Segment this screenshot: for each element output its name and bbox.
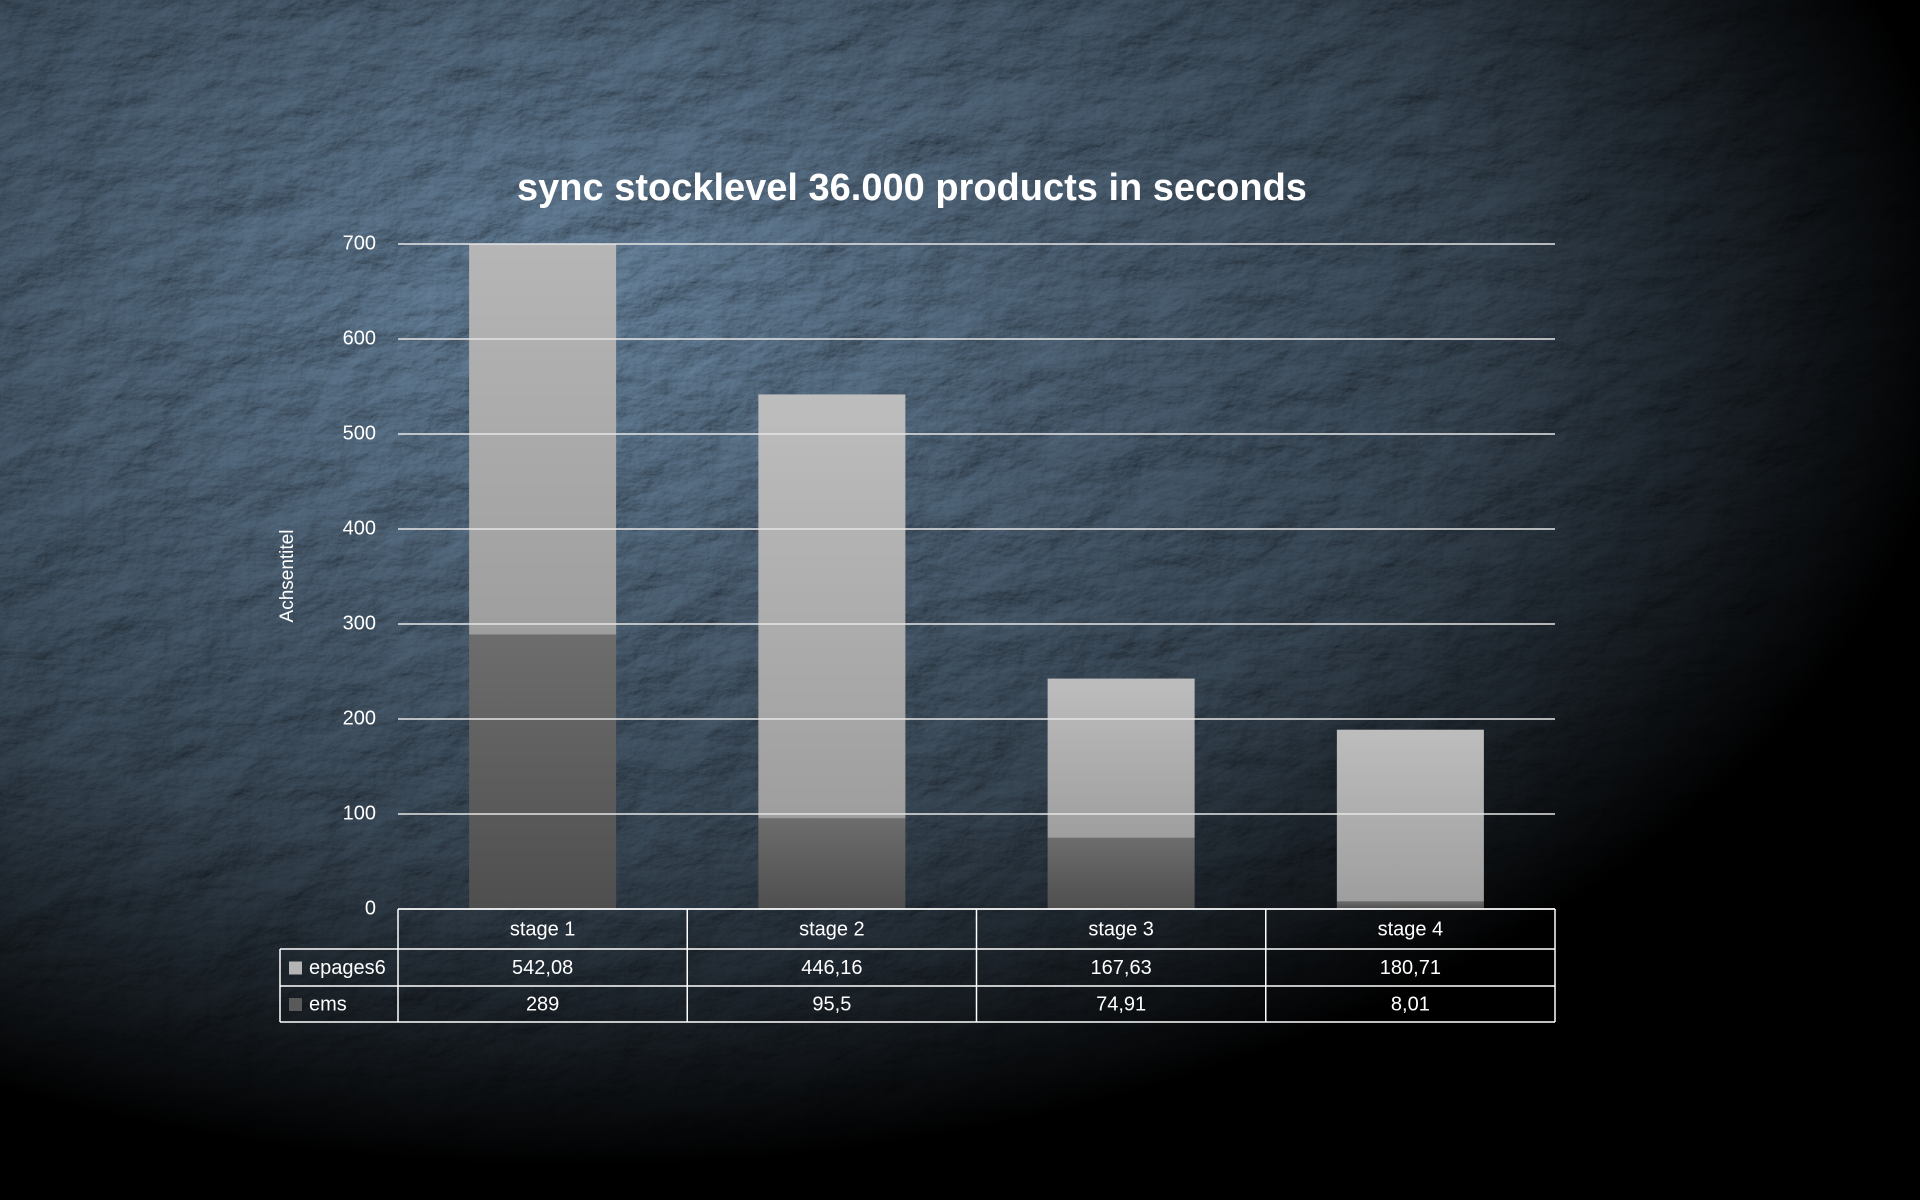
y-tick-label: 500 bbox=[343, 422, 376, 444]
table-value: 8,01 bbox=[1391, 993, 1430, 1015]
y-tick-label: 400 bbox=[343, 517, 376, 539]
x-tick-label: stage 3 bbox=[1088, 918, 1154, 940]
legend-label: ems bbox=[309, 993, 347, 1015]
y-tick-label: 0 bbox=[365, 897, 376, 919]
y-tick-label: 300 bbox=[343, 612, 376, 634]
bar-shade bbox=[469, 244, 617, 635]
y-tick-label: 100 bbox=[343, 802, 376, 824]
plot-area bbox=[469, 244, 1484, 909]
legend-swatch bbox=[289, 998, 302, 1011]
legend-swatch bbox=[289, 961, 302, 975]
bar-shade bbox=[1047, 678, 1195, 838]
y-tick-label: 200 bbox=[343, 707, 376, 729]
table-value: 167,63 bbox=[1091, 957, 1152, 979]
x-tick-label: stage 2 bbox=[799, 918, 865, 940]
x-tick-label: stage 1 bbox=[510, 918, 576, 940]
legend-label: epages6 bbox=[309, 957, 386, 979]
y-tick-label: 700 bbox=[343, 232, 376, 254]
table-value: 74,91 bbox=[1096, 993, 1146, 1015]
bar-shade bbox=[1336, 729, 1484, 902]
table-value: 180,71 bbox=[1380, 957, 1441, 979]
y-axis-label: Achsentitel bbox=[277, 530, 298, 623]
bar-shade bbox=[1047, 837, 1195, 909]
y-tick-label: 600 bbox=[343, 327, 376, 349]
chart-title: sync stocklevel 36.000 products in secon… bbox=[517, 167, 1307, 209]
bar-shade bbox=[469, 634, 617, 909]
bar-shade bbox=[758, 818, 906, 909]
bar-shade bbox=[1336, 901, 1484, 909]
table-value: 289 bbox=[526, 993, 559, 1015]
table-value: 446,16 bbox=[801, 957, 862, 979]
table-value: 95,5 bbox=[812, 993, 851, 1015]
x-tick-label: stage 4 bbox=[1378, 918, 1444, 940]
table-value: 542,08 bbox=[512, 957, 573, 979]
bar-shade bbox=[758, 394, 906, 819]
